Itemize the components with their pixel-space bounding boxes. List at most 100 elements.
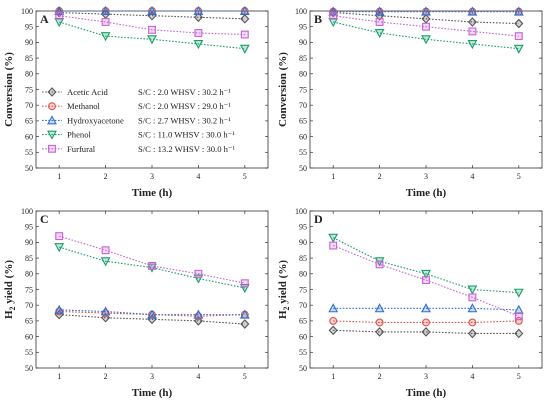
- data-point: [421, 327, 431, 337]
- panel-b: 50 55 60 65 70 75 80 85 90 95 100 1 2 3 4 5 Time (h) Conv…: [277, 6, 543, 199]
- data-point: [101, 18, 110, 26]
- y-tick-label: 65: [25, 117, 33, 126]
- series-line: [59, 314, 245, 325]
- legend-condition: S/C : 2.7 WHSV : 30.2 h⁻¹: [138, 115, 231, 125]
- y-tick-label: 65: [299, 117, 307, 126]
- y-tick-label: 65: [25, 317, 33, 326]
- y-tick-label: 60: [299, 332, 307, 341]
- series-phenol: [54, 18, 250, 54]
- data-point: [193, 12, 203, 23]
- data-point: [328, 18, 339, 28]
- data-point: [422, 318, 430, 327]
- y-axis-title-sub: 2: [282, 306, 291, 310]
- series-furfural: [55, 232, 249, 288]
- series-line: [333, 307, 519, 311]
- data-point: [328, 6, 339, 16]
- data-point: [194, 29, 203, 37]
- data-point: [329, 11, 338, 20]
- data-point: [193, 309, 204, 319]
- data-point: [374, 257, 385, 267]
- x-tick-label: 1: [57, 372, 61, 381]
- data-point: [467, 6, 478, 16]
- y-tick-label: 55: [25, 148, 33, 157]
- data-point: [148, 25, 156, 34]
- legend-marker: [47, 87, 57, 97]
- data-point: [421, 35, 431, 45]
- x-tick-label: 4: [196, 372, 200, 381]
- y-tick-label: 65: [299, 317, 307, 326]
- data-point: [100, 306, 111, 316]
- legend-marker: [48, 144, 56, 153]
- data-point: [375, 318, 384, 327]
- x-tick-label: 3: [424, 372, 428, 381]
- data-point: [514, 18, 524, 29]
- panel-letter: C: [40, 212, 49, 226]
- x-tick-label: 2: [104, 172, 108, 181]
- data-point: [514, 328, 524, 339]
- plot-frame: [35, 210, 269, 369]
- y-tick-label: 55: [299, 148, 307, 157]
- legend: Acetic Acid S/C : 2.0 WHSV : 30.2 h⁻¹ Meth…: [42, 87, 235, 154]
- data-point: [374, 6, 385, 16]
- y-tick-label: 100: [21, 7, 33, 16]
- series-furfural: [329, 241, 523, 321]
- data-point: [100, 32, 111, 42]
- series-hydroxyacetone: [328, 6, 524, 16]
- data-point: [422, 276, 430, 285]
- data-point: [240, 14, 250, 24]
- series-line: [59, 309, 245, 316]
- data-point: [240, 30, 249, 39]
- series-line: [333, 320, 519, 324]
- y-tick-label: 55: [299, 348, 307, 357]
- legend-label: Methanol: [67, 101, 101, 111]
- y-tick-label: 70: [299, 101, 307, 110]
- y-tick-label: 90: [299, 38, 307, 47]
- y-tick-label: 95: [25, 23, 33, 32]
- data-point: [467, 285, 478, 295]
- legend-marker: [48, 102, 56, 111]
- y-tick-label: 70: [25, 301, 33, 310]
- series-line: [333, 12, 519, 25]
- data-point: [328, 303, 339, 313]
- y-axis-title: H2 yield (%): [277, 260, 291, 319]
- series-line: [59, 246, 245, 289]
- data-point: [101, 246, 110, 255]
- y-axis-title-sub: 2: [8, 306, 17, 310]
- data-point: [239, 5, 250, 15]
- data-point: [240, 319, 250, 329]
- x-tick-label: 4: [470, 372, 474, 381]
- x-axis-title: Time (h): [406, 387, 447, 399]
- series-line: [59, 15, 245, 36]
- data-point: [374, 29, 385, 39]
- data-point: [193, 5, 204, 15]
- data-point: [421, 6, 431, 16]
- data-point: [55, 11, 64, 20]
- y-axis-title-part: H: [3, 310, 15, 319]
- x-tick-label: 5: [517, 372, 521, 381]
- data-point: [100, 5, 111, 15]
- x-tick-label: 1: [331, 372, 335, 381]
- series-line: [332, 245, 520, 317]
- y-tick-label: 50: [299, 164, 307, 173]
- y-tick-label: 75: [25, 85, 33, 94]
- series-acetic-acid: [328, 325, 524, 339]
- data-point: [375, 18, 384, 26]
- panel-letter: D: [314, 212, 323, 226]
- data-point: [421, 269, 431, 279]
- legend-condition: S/C : 13.2 WHSV : 30.0 h⁻¹: [138, 144, 235, 154]
- y-tick-label: 70: [299, 301, 307, 310]
- x-tick-label: 1: [331, 172, 335, 181]
- y-tick-label: 90: [25, 238, 33, 247]
- x-tick-label: 3: [424, 172, 428, 181]
- data-point: [54, 18, 65, 28]
- y-axis-title: Conversion (%): [277, 52, 289, 127]
- data-point: [467, 17, 477, 27]
- x-tick-label: 4: [470, 172, 474, 181]
- y-tick-label: 60: [25, 332, 33, 341]
- data-point: [467, 328, 477, 339]
- x-tick-label: 2: [378, 172, 382, 181]
- data-point: [193, 40, 204, 50]
